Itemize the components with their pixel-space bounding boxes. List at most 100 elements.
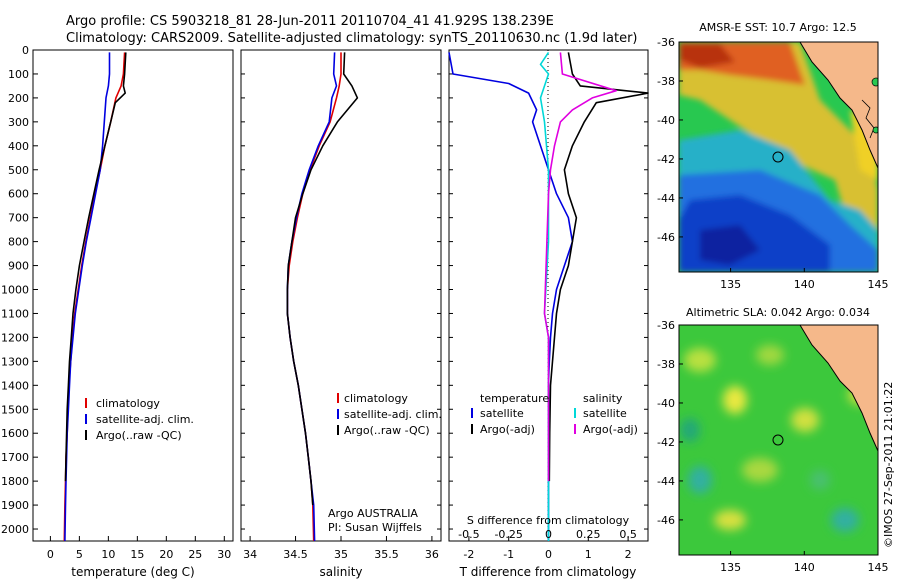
- temperature-legend-argo: Argo(..raw -QC): [96, 429, 182, 442]
- temperature-legend-satellite: satellite-adj. clim.: [96, 413, 194, 426]
- salinity-note-argo-australia: Argo AUSTRALIA: [328, 507, 418, 520]
- difference-x-label: T difference from climatology: [459, 565, 637, 579]
- depth-tick-label: 1800: [1, 475, 29, 488]
- temperature-legend: climatology satellite-adj. clim. Argo(..…: [85, 397, 194, 442]
- salinity-legend-climatology: climatology: [344, 392, 408, 405]
- salinity-legend-satellite: satellite-adj. clim.: [344, 408, 442, 421]
- map-lat-label: -46: [657, 231, 675, 244]
- map-lon-label: 135: [720, 278, 741, 291]
- x-tick-label: 15: [130, 548, 144, 561]
- x-tick-label: 35.5: [374, 548, 399, 561]
- difference-top-label: S difference from climatology: [467, 514, 630, 527]
- difference-y-ticks: [449, 49, 648, 530]
- depth-tick-label: 2000: [1, 523, 29, 536]
- x-tick-label: 5: [76, 548, 83, 561]
- difference-legend-temperature-title: temperature: [480, 392, 549, 405]
- salinity-panel: 34 34.5 35 35.5 36 salinity climatology sate…: [240, 49, 442, 579]
- depth-tick-label: 1600: [1, 427, 29, 440]
- difference-legend: temperature salinity satellite Argo(-adj…: [471, 392, 638, 436]
- difference-legend-temp-satellite: satellite: [480, 407, 524, 420]
- salinity-plot-frame: [240, 49, 442, 542]
- temperature-x-label: temperature (deg C): [71, 565, 194, 579]
- map-lat-label: -38: [657, 358, 675, 371]
- x-tick-label: -2: [463, 548, 474, 561]
- x-tick-label: 30: [217, 548, 231, 561]
- sst-map-title: AMSR-E SST: 10.7 Argo: 12.5: [699, 21, 857, 34]
- header-title-line2: Climatology: CARS2009. Satellite-adjuste…: [66, 31, 638, 46]
- difference-s-axis: -0.5 -0.25 0 0.25 0.5: [458, 528, 637, 541]
- salinity-x-label: salinity: [319, 565, 362, 579]
- map-lat-label: -40: [657, 397, 675, 410]
- temperature-legend-climatology: climatology: [96, 397, 160, 410]
- salinity-x-axis: 34 34.5 35 35.5 36: [243, 536, 439, 561]
- x-tick-label: 0: [47, 548, 54, 561]
- imos-watermark: ©IMOS 27-Sep-2011 21:01:22: [882, 382, 895, 548]
- difference-legend-salinity-title: salinity: [583, 392, 623, 405]
- x-tick-label: 36: [425, 548, 439, 561]
- depth-tick-label: 800: [8, 236, 29, 249]
- depth-tick-label: 1700: [1, 451, 29, 464]
- depth-tick-label: 200: [8, 92, 29, 105]
- difference-lines: [448, 51, 649, 541]
- depth-tick-label: 700: [8, 212, 29, 225]
- x-tick-label: 20: [159, 548, 173, 561]
- salinity-y-ticks: [241, 49, 441, 530]
- map-lat-label: -44: [657, 475, 675, 488]
- depth-tick-label: 1300: [1, 355, 29, 368]
- map-lat-label: -42: [657, 436, 675, 449]
- x-tick-label: 34: [243, 548, 257, 561]
- map-lat-label: -46: [657, 514, 675, 527]
- x-tick-label: 0: [545, 548, 552, 561]
- s-tick-label: 0.25: [576, 528, 601, 541]
- x-tick-label: 34.5: [283, 548, 308, 561]
- depth-tick-label: 600: [8, 188, 29, 201]
- sla-map: Altimetric SLA: 0.042 Argo: 0.034 -36 -38…: [657, 306, 888, 574]
- depth-tick-label: 400: [8, 140, 29, 153]
- diff-series-line-1: [548, 52, 649, 482]
- sla-map-title: Altimetric SLA: 0.042 Argo: 0.034: [686, 306, 870, 319]
- salinity-lines: [286, 52, 359, 542]
- map-lon-label: 135: [720, 561, 741, 574]
- s-tick-label: -0.5: [458, 528, 479, 541]
- depth-tick-label: 300: [8, 116, 29, 129]
- depth-tick-label: 1100: [1, 307, 29, 320]
- depth-tick-label: 1500: [1, 403, 29, 416]
- difference-legend-sal-argo: Argo(-adj): [583, 423, 638, 436]
- header-title-line1: Argo profile: CS 5903218_81 28-Jun-2011 …: [66, 14, 554, 29]
- s-tick-label: 0: [545, 528, 552, 541]
- salinity-legend: climatology satellite-adj. clim. Argo(..…: [337, 392, 442, 437]
- series-line-2: [64, 52, 127, 482]
- sst-map-axes: -36 -38 -40 -42 -44 -46 135 140 145: [657, 36, 888, 291]
- map-lon-label: 145: [868, 561, 889, 574]
- diff-series-line-3: [543, 52, 618, 482]
- s-tick-label: -0.25: [494, 528, 522, 541]
- temperature-lines: [63, 52, 127, 542]
- map-lon-label: 145: [868, 278, 889, 291]
- depth-tick-label: 900: [8, 260, 29, 273]
- difference-x-axis: -2 -1 0 1 2: [463, 536, 632, 561]
- sst-map: AMSR-E SST: 10.7 Argo: 12.5 -36 -38 -40 -42…: [657, 21, 888, 291]
- sla-field: [679, 325, 878, 555]
- temperature-plot-frame: [32, 49, 234, 542]
- s-tick-label: 0.5: [619, 528, 637, 541]
- depth-tick-label: 100: [8, 68, 29, 81]
- depth-tick-label: 1200: [1, 331, 29, 344]
- x-tick-label: -1: [503, 548, 514, 561]
- sst-argo-location-marker: [772, 151, 784, 163]
- difference-legend-sal-satellite: satellite: [583, 407, 627, 420]
- x-tick-label: 2: [625, 548, 632, 561]
- x-tick-label: 10: [101, 548, 115, 561]
- map-lat-label: -38: [657, 75, 675, 88]
- depth-tick-label: 1000: [1, 284, 29, 297]
- temperature-panel: 0100200300400500600700800900100011001200…: [1, 44, 234, 579]
- sla-argo-location-marker: [772, 434, 784, 446]
- salinity-legend-argo: Argo(..raw -QC): [344, 424, 430, 437]
- sla-map-axes: -36 -38 -40 -42 -44 -46 135 140 145: [657, 319, 888, 574]
- difference-panel: -2 -1 0 1 2 S difference from climatology -0…: [448, 49, 649, 579]
- depth-tick-label: 0: [22, 44, 29, 57]
- map-lat-label: -36: [657, 36, 675, 49]
- map-lat-label: -42: [657, 153, 675, 166]
- sst-field: [679, 42, 878, 272]
- depth-axis: 0 100 200 300 400 500 600 700 800 900 1000 1100 1200…: [1, 44, 38, 536]
- sla-map-frame: [678, 324, 879, 556]
